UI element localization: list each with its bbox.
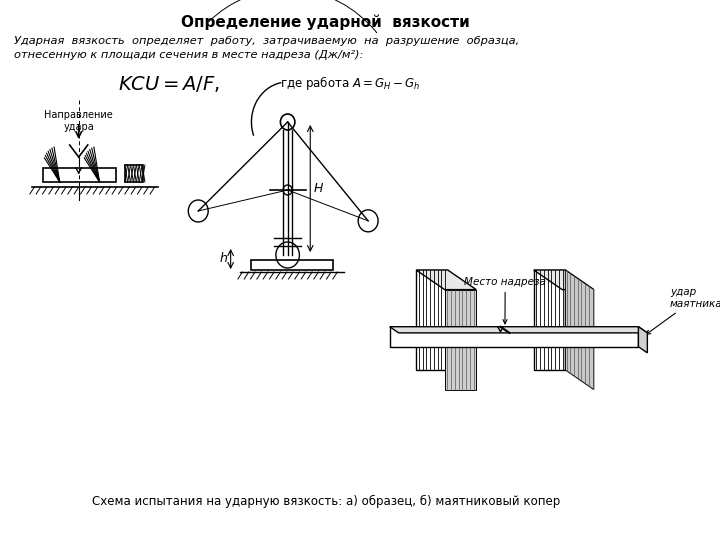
Polygon shape	[390, 327, 639, 347]
Text: Схема испытания на ударную вязкость: а) образец, б) маятниковый копер: Схема испытания на ударную вязкость: а) …	[91, 495, 559, 508]
Polygon shape	[444, 289, 476, 389]
Polygon shape	[534, 270, 594, 289]
Text: Место надреза: Место надреза	[464, 277, 546, 324]
Text: Направление
удара: Направление удара	[45, 110, 113, 132]
Text: Определение ударной  вязкости: Определение ударной вязкости	[181, 14, 470, 30]
Text: Ударная  вязкость  определяет  работу,  затрачиваемую  на  разрушение  образца,: Ударная вязкость определяет работу, затр…	[14, 36, 519, 46]
Polygon shape	[416, 270, 448, 370]
Text: H: H	[314, 182, 323, 195]
Polygon shape	[565, 270, 594, 389]
Polygon shape	[390, 327, 647, 333]
Text: удар
маятника: удар маятника	[646, 287, 720, 334]
Text: $KCU = A/ F,$: $KCU = A/ F,$	[117, 74, 220, 94]
Polygon shape	[534, 270, 565, 370]
Polygon shape	[639, 327, 647, 353]
Text: h: h	[219, 253, 227, 266]
Text: где работа $A = G_H - G_h$: где работа $A = G_H - G_h$	[280, 74, 420, 92]
Polygon shape	[416, 270, 476, 289]
Text: отнесенную к площади сечения в месте надреза (Дж/м²):: отнесенную к площади сечения в месте над…	[14, 50, 363, 60]
